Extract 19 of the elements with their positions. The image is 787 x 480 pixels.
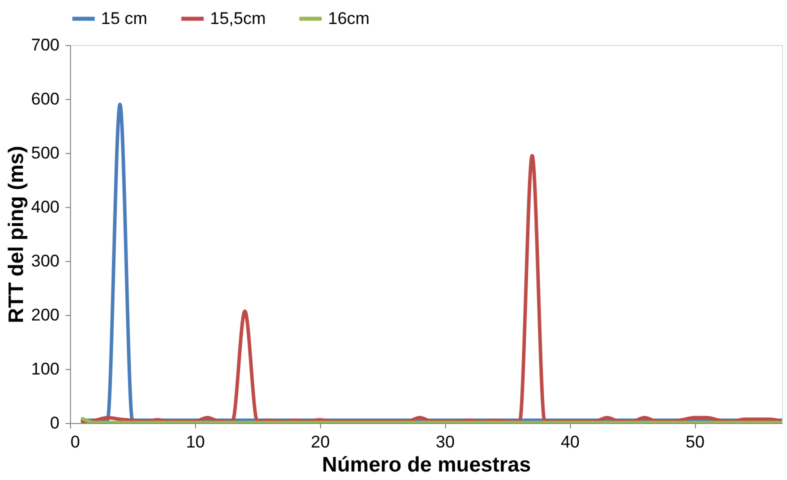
x-tick-label: 50 xyxy=(686,432,705,452)
legend-label: 15 cm xyxy=(101,8,148,28)
legend-label: 15,5cm xyxy=(210,8,266,28)
x-tick-label: 30 xyxy=(436,432,455,452)
y-tick-label: 200 xyxy=(31,306,60,324)
x-tick-label: 40 xyxy=(560,432,580,452)
y-tick-label: 400 xyxy=(31,198,60,216)
y-tick-label: 300 xyxy=(31,252,60,270)
y-tick-label: 700 xyxy=(31,36,60,54)
x-tick-label: 0 xyxy=(70,432,80,452)
x-tick-label: 10 xyxy=(186,432,205,452)
y-axis-title: RTT del ping (ms) xyxy=(5,146,28,324)
legend-label: 16cm xyxy=(328,8,370,28)
x-tick-label: 20 xyxy=(310,432,330,452)
y-tick-label: 500 xyxy=(31,144,60,162)
y-tick-label: 100 xyxy=(31,360,60,378)
y-tick-label: 600 xyxy=(31,90,60,108)
x-axis-title: Número de muestras xyxy=(322,454,531,476)
y-tick-label: 0 xyxy=(50,414,60,432)
